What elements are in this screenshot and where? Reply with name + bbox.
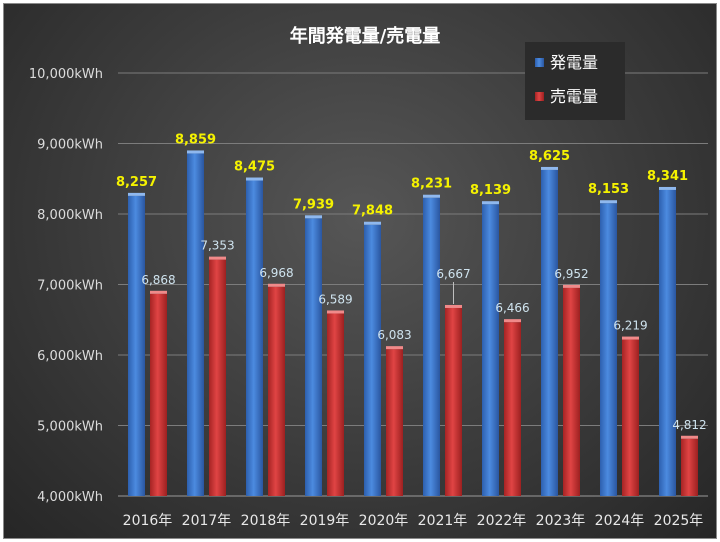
bar-generation [482, 204, 499, 496]
x-tick-label: 2018年 [241, 513, 291, 529]
data-label-generation: 8,475 [234, 160, 275, 175]
bar-generation [541, 169, 558, 496]
bar-sale [150, 293, 167, 496]
data-label-sale: 6,589 [318, 292, 352, 306]
bar-generation [128, 195, 145, 496]
data-label-sale: 6,952 [554, 267, 588, 281]
bar-generation [600, 203, 617, 496]
bar-sale-top [327, 310, 344, 314]
x-tick-label: 2019年 [300, 513, 350, 529]
bar-generation [364, 224, 381, 496]
bar-sale [504, 322, 521, 496]
bar-sale [268, 286, 285, 496]
x-tick-label: 2022年 [477, 513, 527, 529]
legend-box [525, 42, 625, 120]
bar-generation-top [600, 200, 617, 204]
x-tick-label: 2023年 [536, 513, 586, 529]
data-label-generation: 8,341 [647, 169, 688, 184]
bar-sale-top [504, 319, 521, 323]
y-tick-label: 8,000kWh [37, 208, 103, 223]
data-label-generation: 7,939 [293, 197, 334, 212]
bar-generation-top [423, 194, 440, 198]
y-tick-label: 4,000kWh [37, 490, 103, 505]
data-label-generation: 7,848 [352, 204, 393, 219]
data-label-generation: 8,231 [411, 177, 452, 192]
bar-sale [386, 349, 403, 496]
bar-sale-top [563, 284, 580, 288]
bar-generation [246, 180, 263, 496]
legend-label-generation: 発電量 [550, 53, 598, 72]
x-tick-label: 2016年 [123, 513, 173, 529]
data-label-sale: 4,812 [672, 418, 706, 432]
data-label-generation: 8,625 [529, 149, 570, 164]
bar-sale-top [268, 283, 285, 287]
y-tick-label: 10,000kWh [29, 67, 103, 82]
legend: 発電量 売電量 [525, 42, 625, 120]
bar-generation-top [659, 186, 676, 190]
bar-sale-top [150, 290, 167, 294]
data-label-generation: 8,153 [588, 182, 629, 197]
data-label-generation: 8,257 [116, 175, 157, 190]
bar-sale-top [209, 256, 226, 260]
bar-generation [305, 218, 322, 496]
x-tick-label: 2025年 [654, 513, 704, 529]
bar-generation [659, 189, 676, 496]
bar-generation [423, 197, 440, 497]
data-label-sale: 6,219 [613, 319, 647, 333]
bar-sale-top [445, 304, 462, 308]
data-label-generation: 8,859 [175, 132, 216, 147]
bar-generation-top [482, 201, 499, 205]
x-tick-label: 2020年 [359, 513, 409, 529]
bar-generation-top [187, 150, 204, 154]
bar-sale [327, 313, 344, 496]
bar-sale-top [386, 346, 403, 350]
data-label-sale: 6,083 [377, 328, 411, 342]
data-label-sale: 6,466 [495, 301, 529, 315]
bar-sale-top [681, 435, 698, 439]
bar-generation-top [305, 215, 322, 219]
legend-swatch-sale [535, 92, 544, 101]
data-label-sale: 6,667 [436, 267, 470, 281]
bar-generation-top [128, 192, 145, 196]
x-tick-label: 2017年 [182, 513, 232, 529]
legend-swatch-generation [535, 58, 544, 67]
bar-sale [681, 438, 698, 496]
bar-sale [445, 307, 462, 496]
bar-generation-top [246, 177, 263, 181]
y-tick-label: 9,000kWh [37, 138, 103, 153]
bar-sale [563, 287, 580, 496]
bar-sale-top [622, 336, 639, 340]
x-tick-label: 2024年 [595, 513, 645, 529]
x-tick-label: 2021年 [418, 513, 468, 529]
y-tick-label: 6,000kWh [37, 349, 103, 364]
chart-title: 年間発電量/売電量 [290, 25, 441, 47]
bar-sale [209, 259, 226, 496]
bar-generation-top [541, 166, 558, 170]
bar-sale [622, 339, 639, 496]
data-label-sale: 6,868 [141, 273, 175, 287]
data-label-generation: 8,139 [470, 183, 511, 198]
data-label-sale: 7,353 [200, 239, 234, 253]
y-tick-label: 5,000kWh [37, 420, 103, 435]
bar-generation-top [364, 221, 381, 225]
data-label-sale: 6,968 [259, 266, 293, 280]
legend-label-sale: 売電量 [550, 87, 598, 106]
bar-generation [187, 153, 204, 497]
y-tick-label: 7,000kWh [37, 279, 103, 294]
